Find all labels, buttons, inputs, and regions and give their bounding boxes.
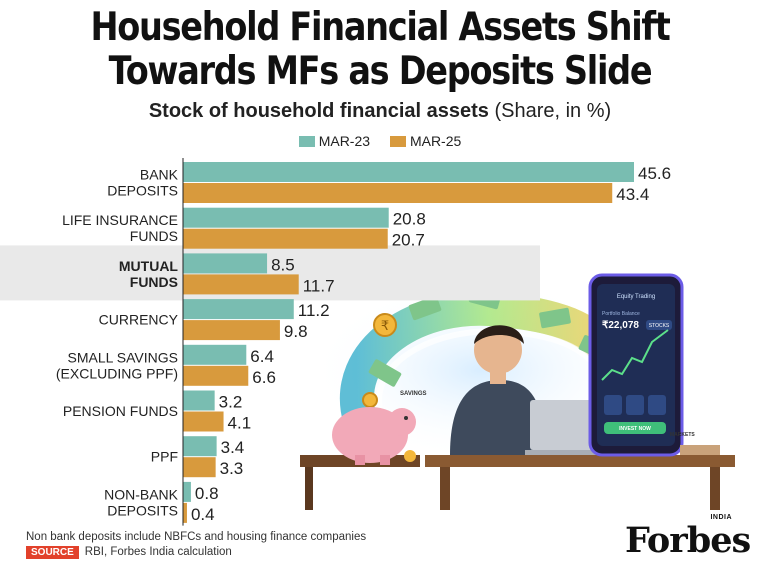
title-line-2: Towards MFs as Deposits Slide	[108, 49, 653, 94]
subtitle-bold: Stock of household financial assets	[148, 100, 489, 122]
bar-mar-23-5	[183, 390, 215, 411]
category-label-0-line-0: BANK	[140, 167, 179, 183]
category-label-1-line-0: LIFE INSURANCE	[62, 212, 178, 228]
chart-title: Household Financial Assets Shift Towards…	[53, 6, 707, 94]
category-label-3-line-0: CURRENCY	[99, 312, 179, 328]
category-label-6-line-0: PPF	[151, 449, 178, 465]
legend-swatch-mar23	[298, 136, 315, 147]
bar-mar-23-7	[183, 481, 191, 502]
chart-subtitle: Stock of household financial assets (Sha…	[0, 100, 760, 123]
laptop	[525, 400, 615, 455]
footnote: Non bank deposits include NBFCs and hous…	[26, 531, 367, 543]
legend: MAR-23 MAR-25	[0, 133, 760, 149]
category-label-4-line-1: (EXCLUDING PPF)	[56, 365, 178, 381]
value-label-mar-23-6: 3.4	[221, 438, 245, 457]
legend-item-mar23: MAR-23	[298, 133, 371, 149]
phone-stocks-button: STOCKS	[649, 323, 670, 329]
logo-wordmark: Forbes	[625, 520, 751, 561]
value-label-mar-25-4: 6.6	[252, 368, 276, 387]
value-label-mar-23-7: 0.8	[195, 484, 219, 503]
legend-label-mar25: MAR-25	[409, 133, 462, 149]
category-label-0-line-1: DEPOSITS	[107, 183, 178, 199]
bar-mar-25-7	[183, 502, 187, 523]
category-label-7-line-1: DEPOSITS	[107, 502, 178, 518]
bar-mar-25-4	[183, 365, 249, 386]
bar-mar-25-3	[183, 320, 280, 341]
markets-label: MARKETS	[670, 432, 695, 438]
category-label-2-line-1: FUNDS	[130, 274, 178, 290]
savings-label: SAVINGS	[400, 391, 427, 397]
bar-mar-25-2	[183, 274, 299, 295]
rupee-glyph: ₹	[381, 319, 389, 334]
phone-balance: ₹22,078	[602, 320, 639, 331]
logo-india: INDIA	[710, 514, 732, 521]
phone-balance-label: Portfolio Balance	[602, 311, 640, 317]
book-stack	[680, 445, 720, 455]
bar-mar-23-4	[183, 344, 247, 365]
title-line-1: Household Financial Assets Shift	[90, 5, 671, 50]
bar-mar-23-2	[183, 253, 268, 274]
investor-illustration: ₹ SAVINGS Equity Trading Portfolio Balan…	[300, 273, 735, 510]
legend-label-mar23: MAR-23	[318, 133, 371, 149]
category-label-2-line-0: MUTUAL	[119, 258, 179, 274]
legend-swatch-mar25	[389, 136, 406, 147]
value-label-mar-23-1: 20.8	[393, 210, 426, 229]
phone-invest-button: INVEST NOW	[619, 426, 651, 432]
bar-mar-25-5	[183, 411, 224, 432]
value-label-mar-25-7: 0.4	[191, 505, 215, 524]
bar-mar-23-1	[183, 207, 389, 228]
forbes-india-logo: Forbes INDIA	[625, 514, 751, 561]
bar-mar-23-3	[183, 299, 294, 320]
value-label-mar-25-6: 3.3	[220, 459, 244, 478]
source-text: RBI, Forbes India calculation	[84, 546, 232, 558]
bar-mar-25-6	[183, 457, 216, 478]
phone: Equity Trading Portfolio Balance ₹22,078…	[588, 273, 684, 457]
bar-mar-25-1	[183, 228, 388, 249]
person	[450, 325, 545, 455]
legend-item-mar25: MAR-25	[389, 133, 462, 149]
value-label-mar-23-5: 3.2	[219, 393, 243, 412]
bar-mar-23-0	[183, 162, 634, 182]
value-label-mar-25-1: 20.7	[392, 231, 425, 250]
value-label-mar-25-5: 4.1	[228, 414, 252, 433]
source-line: SOURCE RBI, Forbes India calculation	[26, 546, 232, 559]
phone-line-chart	[601, 329, 669, 381]
category-label-1-line-1: FUNDS	[130, 228, 178, 244]
value-label-mar-23-3: 11.2	[298, 301, 330, 320]
category-label-5-line-0: PENSION FUNDS	[63, 403, 178, 419]
value-label-mar-25-2: 11.7	[303, 276, 335, 295]
phone-header: Equity Trading	[617, 294, 655, 300]
bar-mar-23-6	[183, 436, 217, 457]
value-label-mar-23-0: 45.6	[638, 164, 671, 183]
source-tag: SOURCE	[26, 546, 79, 559]
piggy-bank	[332, 407, 416, 465]
value-label-mar-23-2: 8.5	[271, 255, 295, 274]
value-label-mar-25-3: 9.8	[284, 322, 308, 341]
value-label-mar-25-0: 43.4	[616, 185, 649, 204]
category-label-7-line-0: NON-BANK	[104, 486, 179, 502]
value-label-mar-23-4: 6.4	[250, 347, 274, 366]
category-label-4-line-0: SMALL SAVINGS	[68, 349, 178, 365]
subtitle-unit: (Share, in %)	[494, 100, 612, 122]
bar-mar-25-0	[183, 183, 613, 203]
